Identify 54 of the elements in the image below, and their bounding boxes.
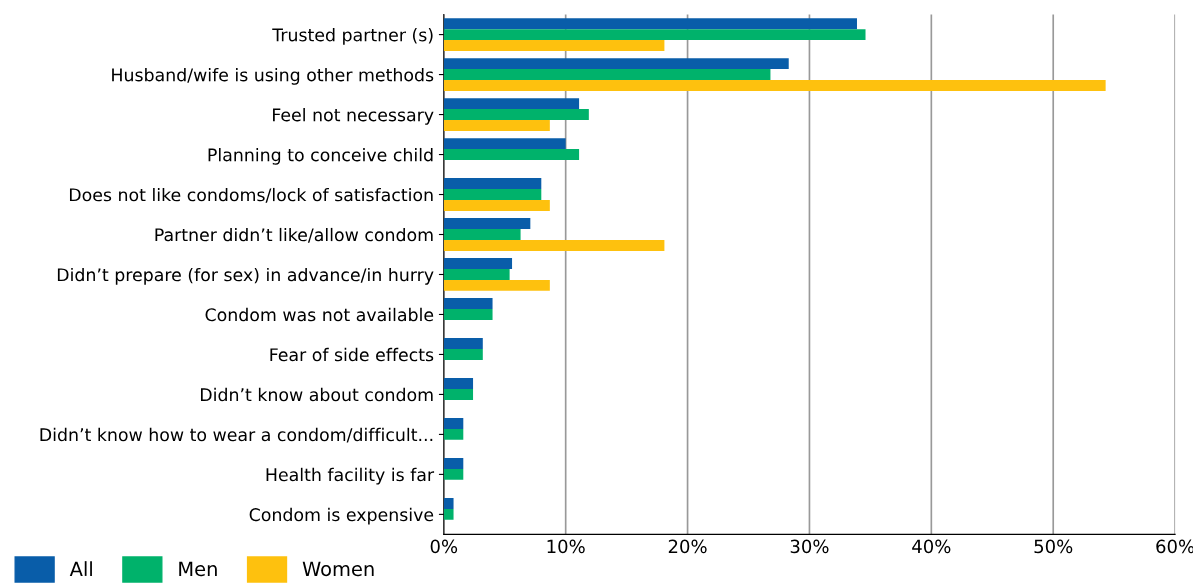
bar xyxy=(443,418,464,429)
bar xyxy=(443,58,789,70)
bar xyxy=(443,338,483,349)
bar xyxy=(443,29,866,41)
bar xyxy=(443,80,1106,91)
bar xyxy=(443,149,580,160)
bar xyxy=(443,258,513,270)
bar xyxy=(443,298,493,309)
y-tick-label: Husband/wife is using other methods xyxy=(112,67,434,85)
y-tick-label: Condom was not available xyxy=(205,307,434,322)
y-tick-label: Trusted partner (s) xyxy=(272,27,433,45)
legend-label: All xyxy=(69,561,92,576)
bar xyxy=(443,239,665,251)
bar xyxy=(443,279,550,291)
y-tick-label: Fear of side effects xyxy=(270,347,434,362)
bar xyxy=(443,229,521,240)
y-tick-label: Didn’t know how to wear a condom/difficult... xyxy=(40,427,433,443)
bar xyxy=(443,120,550,131)
bar xyxy=(443,348,483,360)
legend-label: Women xyxy=(302,561,374,577)
y-tick-label: Didn’t know about condom xyxy=(200,387,433,402)
bar xyxy=(443,269,510,280)
bar xyxy=(443,40,665,51)
bar xyxy=(443,109,589,121)
bar xyxy=(443,69,771,81)
y-tick-label: Feel not necessary xyxy=(273,107,434,125)
bar xyxy=(443,18,857,30)
bar xyxy=(443,189,542,200)
bar xyxy=(443,388,474,400)
bar xyxy=(443,508,454,520)
y-tick-label: Planning to conceive child xyxy=(208,147,433,165)
bar xyxy=(443,378,474,389)
bar xyxy=(443,178,542,190)
bar xyxy=(443,309,493,320)
x-tick-label: 20% xyxy=(668,539,707,554)
bar xyxy=(443,138,566,150)
bar xyxy=(443,199,550,211)
x-tick-label: 40% xyxy=(912,539,951,554)
bar xyxy=(443,468,464,480)
bar xyxy=(443,428,464,440)
bar xyxy=(443,98,580,110)
x-tick-label: 30% xyxy=(790,539,829,554)
y-tick-label: Partner didn’t like/allow condom xyxy=(155,227,433,243)
y-tick-label: Condom is expensive xyxy=(249,507,434,525)
bar xyxy=(443,218,531,230)
legend-label: Men xyxy=(179,561,217,577)
x-tick-label: 50% xyxy=(1034,539,1073,554)
y-tick-label: Didn’t prepare (for sex) in advance/in hurry xyxy=(57,267,434,285)
bar xyxy=(443,497,454,509)
x-tick-label: 10% xyxy=(547,539,585,554)
y-tick-label: Health facility is far xyxy=(266,467,435,485)
x-tick-label: 0% xyxy=(430,539,458,554)
y-tick-label: Does not like condoms/lock of satisfaction xyxy=(69,187,433,203)
bar xyxy=(443,458,464,469)
